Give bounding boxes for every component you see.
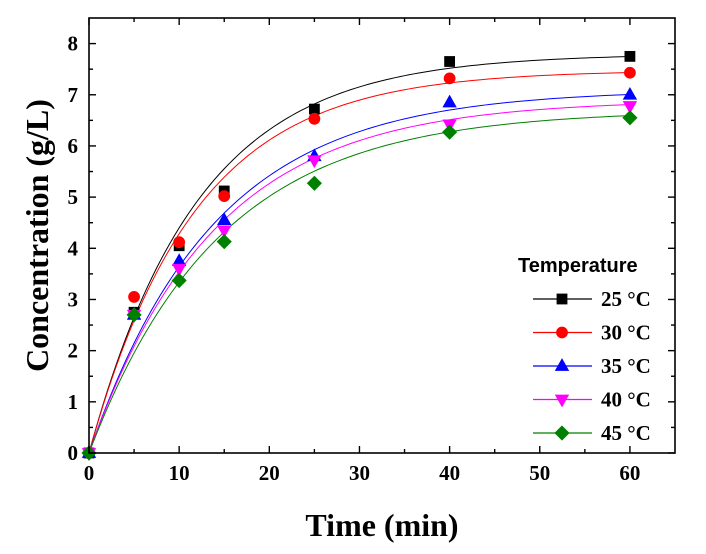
- point-30-c: [173, 236, 186, 249]
- point-40-c: [307, 155, 322, 169]
- x-tick-label: 10: [169, 461, 190, 485]
- legend-marker-35-c: [554, 358, 570, 371]
- point-30-c: [128, 291, 140, 303]
- point-40-c: [217, 225, 232, 239]
- y-tick-label: 3: [68, 287, 79, 311]
- x-tick-label: 40: [439, 461, 460, 485]
- legend-label-35-c: 35 °C: [601, 354, 651, 378]
- legend-marker-45-c: [554, 425, 570, 441]
- point-45-c: [126, 307, 142, 323]
- point-30-c: [218, 190, 231, 202]
- fit-curve-30-c: [88, 72, 630, 454]
- y-tick-label: 5: [68, 185, 79, 209]
- point-45-c: [216, 234, 232, 250]
- x-tick-label: 20: [259, 461, 280, 485]
- y-tick-label: 2: [68, 339, 79, 363]
- point-45-c: [306, 175, 322, 191]
- point-35-c: [217, 212, 232, 226]
- legend-label-45-c: 45 °C: [601, 421, 651, 445]
- point-35-c: [622, 86, 638, 100]
- legend-label-25-c: 25 °C: [601, 287, 651, 311]
- legend-marker-30-c: [556, 326, 568, 339]
- y-tick-label: 1: [68, 390, 79, 414]
- point-25-c: [308, 103, 320, 115]
- axis-ticks: 0 10 20 30 40 50 60 0 1 2 3 4 5 6 7 8: [68, 18, 675, 485]
- x-tick-label: 60: [619, 461, 640, 485]
- x-tick-label: 0: [84, 461, 95, 485]
- y-tick-label: 7: [68, 83, 79, 107]
- legend-title: Temperature: [518, 255, 638, 277]
- point-40-c: [622, 101, 638, 114]
- point-45-c: [442, 124, 458, 140]
- point-40-c: [171, 263, 187, 277]
- x-axis-title: Time (min): [305, 507, 458, 543]
- plot-frame: [88, 17, 676, 454]
- point-35-c: [442, 94, 457, 108]
- y-tick-label: 8: [68, 32, 79, 56]
- y-tick-label: 4: [68, 236, 79, 260]
- fit-curve-40-c: [88, 104, 630, 454]
- point-45-c: [622, 110, 638, 126]
- legend-marker-25-c: [556, 293, 568, 305]
- legend: Temperature 25 °C 30 °C 35 °C 40 °C 45 °C: [518, 255, 651, 445]
- legend-label-30-c: 30 °C: [601, 321, 651, 345]
- point-25-c: [624, 50, 636, 62]
- x-tick-label: 30: [349, 461, 370, 485]
- point-30-c: [624, 66, 636, 79]
- point-45-c: [171, 272, 187, 289]
- legend-marker-40-c: [554, 394, 570, 408]
- point-30-c: [443, 72, 456, 85]
- fit-curve-25-c: [88, 56, 630, 454]
- y-tick-label: 0: [68, 441, 79, 465]
- point-30-c: [308, 112, 321, 125]
- point-25-c: [444, 56, 456, 67]
- legend-label-40-c: 40 °C: [601, 388, 651, 412]
- y-axis-title: Concentration (g/L): [19, 99, 55, 372]
- x-tick-label: 50: [529, 461, 550, 485]
- y-tick-label: 6: [68, 134, 79, 158]
